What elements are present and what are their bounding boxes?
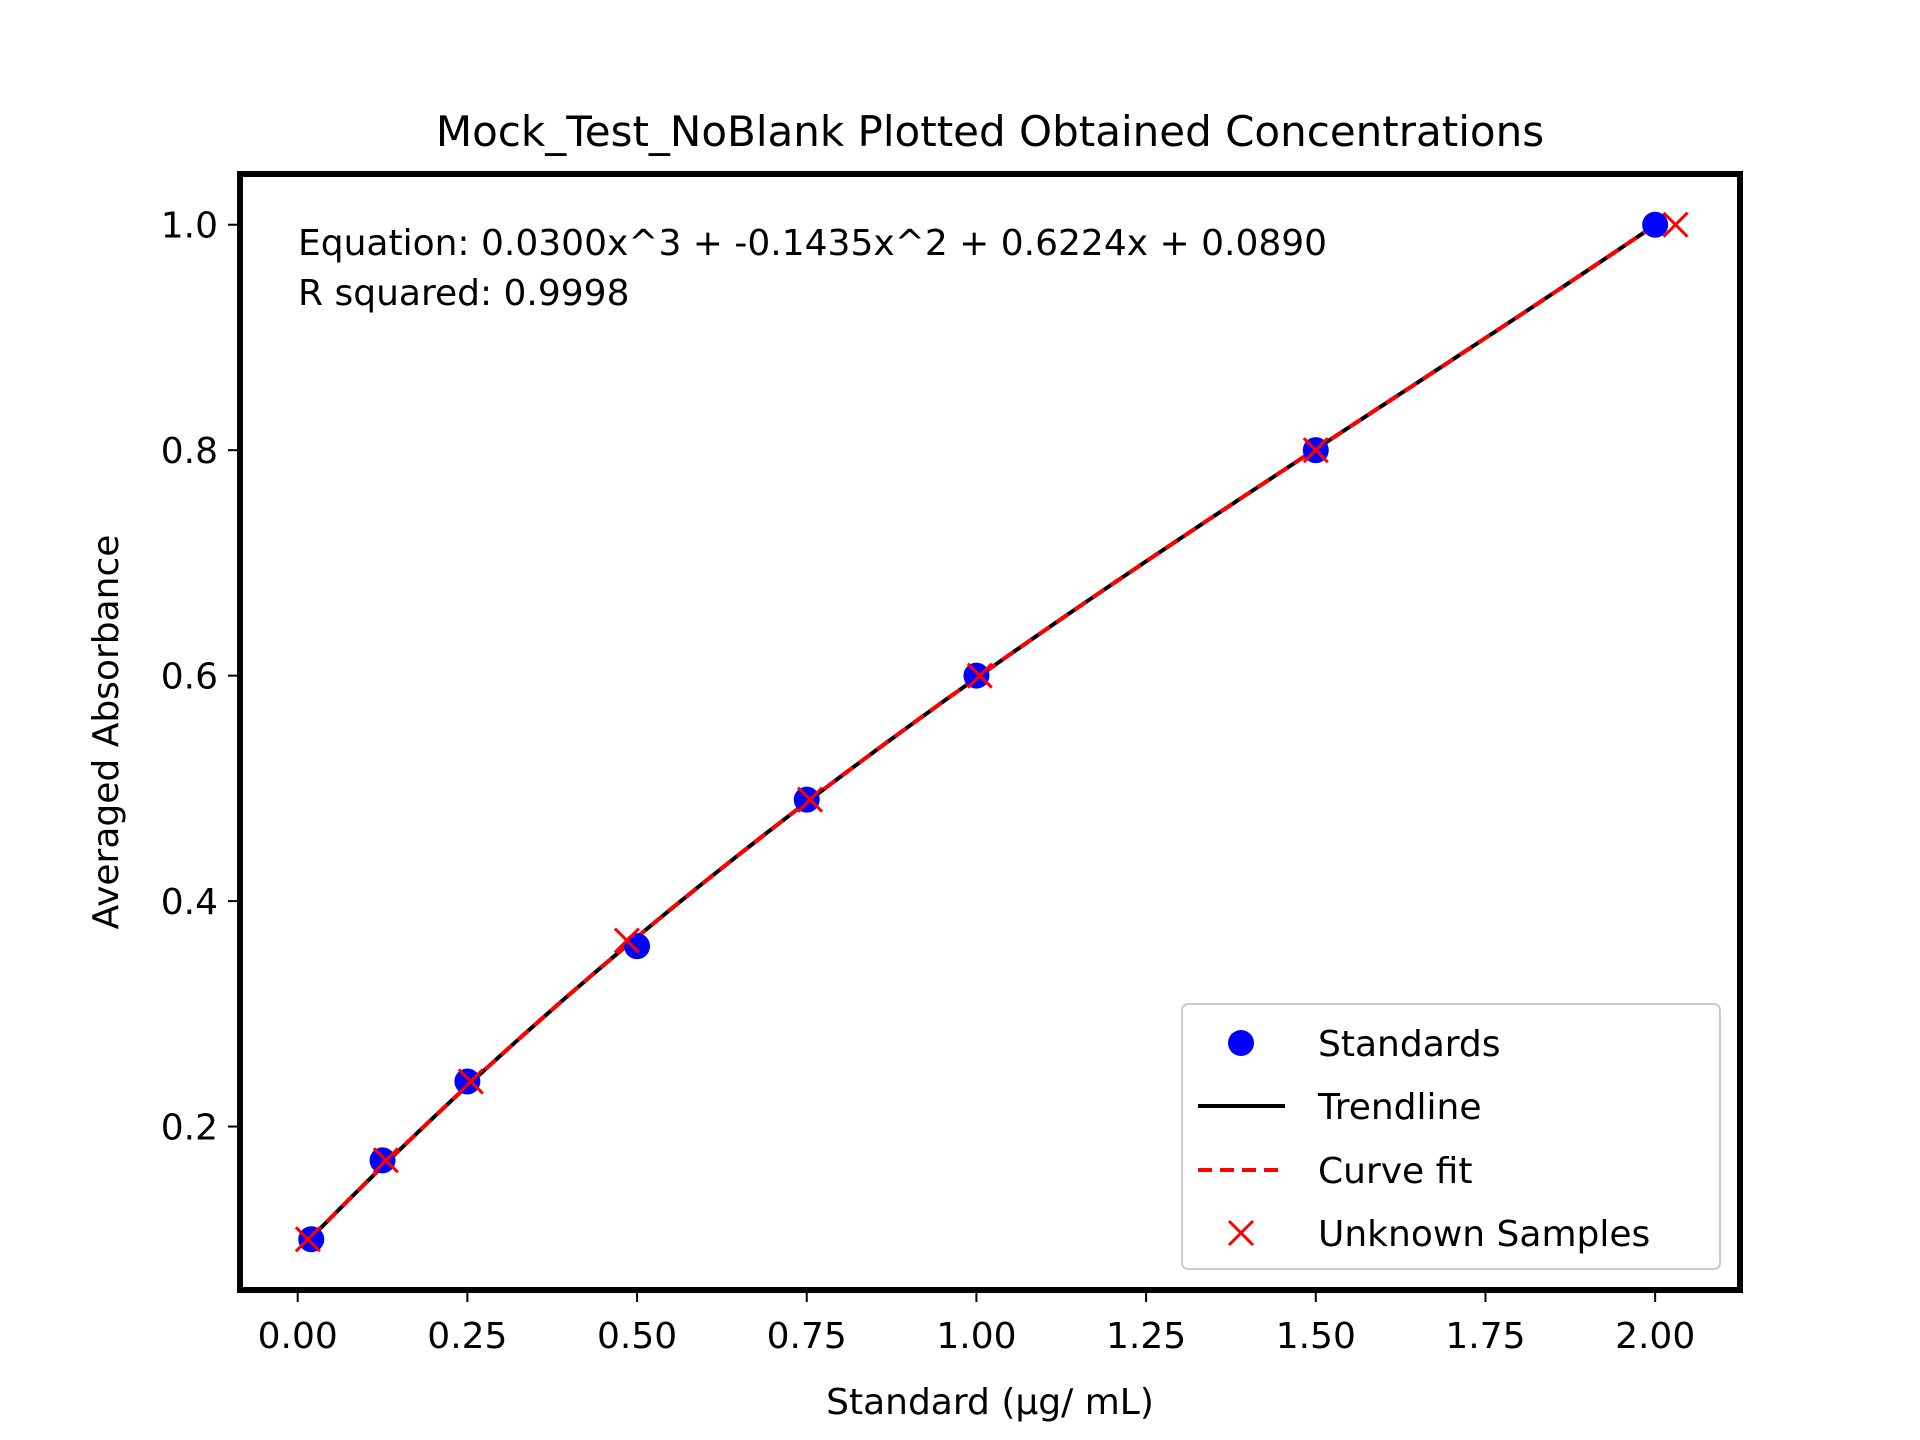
x-tick-label: 0.75 bbox=[767, 1316, 847, 1357]
x-axis-label: Standard (µg/ mL) bbox=[826, 1382, 1154, 1423]
plot-frame bbox=[237, 171, 1743, 1293]
unknown-sample-point bbox=[1302, 437, 1329, 464]
y-tick-label: 0.4 bbox=[161, 882, 218, 923]
legend-standards-label: Standards bbox=[1318, 1024, 1501, 1065]
chart-title: Mock_Test_NoBlank Plotted Obtained Conce… bbox=[436, 107, 1544, 156]
legend-trendline-label: Trendline bbox=[1317, 1087, 1482, 1128]
y-axis-label: Averaged Absorbance bbox=[86, 535, 127, 930]
legend: Standards Trendline Curve fit Unknown Sa… bbox=[1181, 1003, 1721, 1270]
x-tick-label: 0.00 bbox=[258, 1316, 338, 1357]
unknown-sample-point bbox=[372, 1147, 399, 1174]
standard-point bbox=[369, 1147, 396, 1174]
x-tick-label: 0.50 bbox=[597, 1316, 677, 1357]
legend-standards-marker bbox=[1228, 1030, 1254, 1056]
y-tick-label: 0.2 bbox=[161, 1108, 218, 1149]
unknown-sample-point bbox=[294, 1226, 321, 1253]
unknown-sample-point bbox=[966, 662, 993, 689]
y-tick-label: 0.6 bbox=[161, 657, 218, 698]
legend-curve-fit-label: Curve fit bbox=[1318, 1151, 1472, 1192]
standard-point bbox=[793, 786, 820, 813]
x-tick-label: 1.50 bbox=[1276, 1316, 1356, 1357]
standard-point bbox=[454, 1068, 481, 1095]
x-tick-label: 1.75 bbox=[1445, 1316, 1525, 1357]
x-tick-label: 0.25 bbox=[427, 1316, 507, 1357]
unknown-sample-point bbox=[613, 927, 640, 954]
x-tick-label: 2.00 bbox=[1615, 1316, 1695, 1357]
unknown-sample-point bbox=[1662, 211, 1689, 238]
curve-fit-line bbox=[309, 223, 1657, 1240]
standard-point bbox=[963, 662, 990, 689]
unknown-sample-point bbox=[457, 1068, 484, 1095]
x-tick-label: 1.25 bbox=[1106, 1316, 1186, 1357]
legend-box bbox=[1181, 1003, 1721, 1270]
unknown-sample-point bbox=[797, 786, 824, 813]
standard-point bbox=[1642, 211, 1669, 238]
x-tick-label: 1.00 bbox=[936, 1316, 1016, 1357]
legend-unknown-samples-label: Unknown Samples bbox=[1318, 1214, 1650, 1255]
standard-point bbox=[298, 1226, 325, 1253]
r-squared-annotation: R squared: 0.9998 bbox=[298, 273, 630, 314]
equation-annotation: Equation: 0.0300x^3 + -0.1435x^2 + 0.622… bbox=[298, 223, 1327, 264]
legend-unknown-samples-marker bbox=[1227, 1219, 1255, 1247]
y-tick-label: 0.8 bbox=[161, 431, 218, 472]
standard-point bbox=[624, 933, 651, 960]
y-tick-label: 1.0 bbox=[161, 206, 218, 247]
